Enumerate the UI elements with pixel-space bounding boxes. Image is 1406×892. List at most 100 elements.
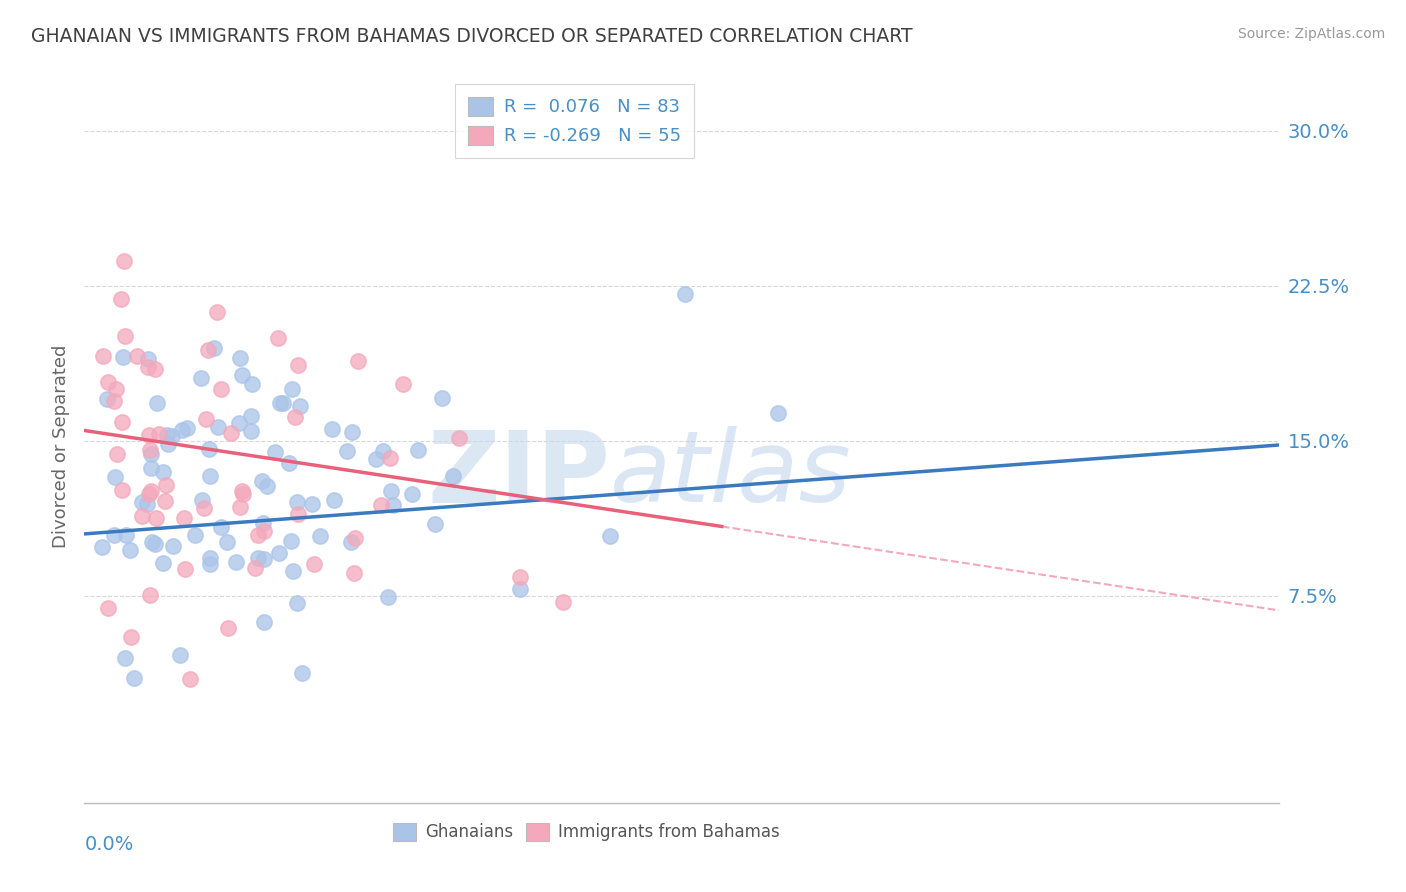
Point (347, 354, 370, 368)
Point (343, 566, 366, 580)
Point (225, 555, 247, 569)
Point (138, 428, 160, 442)
Point (162, 539, 184, 553)
Point (243, 560, 266, 574)
Point (247, 527, 270, 541)
Point (131, 508, 153, 523)
Point (304, 557, 326, 571)
Point (114, 528, 136, 542)
Point (176, 421, 198, 435)
Point (247, 551, 270, 566)
Point (143, 362, 166, 376)
Point (280, 533, 302, 548)
Point (112, 253, 135, 268)
Point (441, 469, 464, 483)
Point (114, 329, 136, 343)
Point (217, 621, 239, 635)
Point (253, 552, 276, 566)
Point (285, 596, 308, 610)
Point (145, 396, 167, 410)
Point (173, 561, 195, 575)
Point (339, 534, 361, 549)
Point (136, 497, 159, 511)
Point (200, 468, 222, 483)
Point (125, 350, 148, 364)
Point (381, 499, 404, 513)
Point (96, 375, 118, 389)
Point (179, 673, 201, 687)
Point (209, 382, 232, 396)
Point (391, 376, 413, 391)
Point (111, 415, 134, 429)
Point (406, 442, 429, 457)
Point (141, 461, 163, 475)
Point (198, 550, 221, 565)
Point (200, 558, 222, 572)
Point (131, 494, 153, 508)
Point (263, 444, 285, 458)
Point (423, 516, 446, 531)
Text: atlas: atlas (610, 426, 852, 523)
Point (269, 546, 291, 560)
Point (309, 529, 332, 543)
Point (269, 396, 291, 410)
Point (202, 341, 225, 355)
Point (321, 422, 343, 436)
Legend: Ghanaians, Immigrants from Bahamas: Ghanaians, Immigrants from Bahamas (387, 816, 786, 848)
Point (336, 443, 359, 458)
Point (122, 671, 145, 685)
Point (366, 452, 388, 467)
Text: ZIP: ZIP (427, 426, 610, 523)
Point (169, 648, 191, 662)
Point (267, 331, 290, 345)
Point (111, 483, 134, 497)
Y-axis label: Divorced or Separated: Divorced or Separated (52, 344, 70, 548)
Point (240, 424, 263, 438)
Point (90, 540, 112, 554)
Point (287, 507, 309, 521)
Point (156, 427, 179, 442)
Point (136, 359, 159, 374)
Point (193, 501, 215, 516)
Point (253, 524, 276, 538)
Point (145, 510, 167, 524)
Point (103, 528, 125, 542)
Point (285, 495, 308, 509)
Point (139, 483, 162, 498)
Point (207, 419, 229, 434)
Point (110, 292, 132, 306)
Point (509, 582, 531, 596)
Point (118, 542, 141, 557)
Point (114, 650, 136, 665)
Point (139, 588, 162, 602)
Point (155, 477, 177, 491)
Point (673, 287, 696, 301)
Point (105, 447, 128, 461)
Point (190, 371, 212, 385)
Point (103, 470, 125, 484)
Point (287, 358, 309, 372)
Point (111, 350, 134, 364)
Point (250, 475, 273, 489)
Point (157, 437, 180, 451)
Point (155, 494, 177, 508)
Point (599, 529, 621, 543)
Point (97, 600, 120, 615)
Point (271, 395, 294, 409)
Point (104, 382, 127, 396)
Point (173, 511, 195, 525)
Point (377, 591, 399, 605)
Point (401, 487, 423, 501)
Point (380, 483, 402, 498)
Point (509, 570, 531, 584)
Point (190, 493, 212, 508)
Point (371, 443, 394, 458)
Point (152, 465, 174, 479)
Point (231, 483, 253, 498)
Point (252, 516, 274, 530)
Point (91, 349, 114, 363)
Point (148, 426, 170, 441)
Text: GHANAIAN VS IMMIGRANTS FROM BAHAMAS DIVORCED OR SEPARATED CORRELATION CHART: GHANAIAN VS IMMIGRANTS FROM BAHAMAS DIVO… (31, 27, 912, 45)
Point (291, 666, 314, 681)
Point (160, 428, 183, 442)
